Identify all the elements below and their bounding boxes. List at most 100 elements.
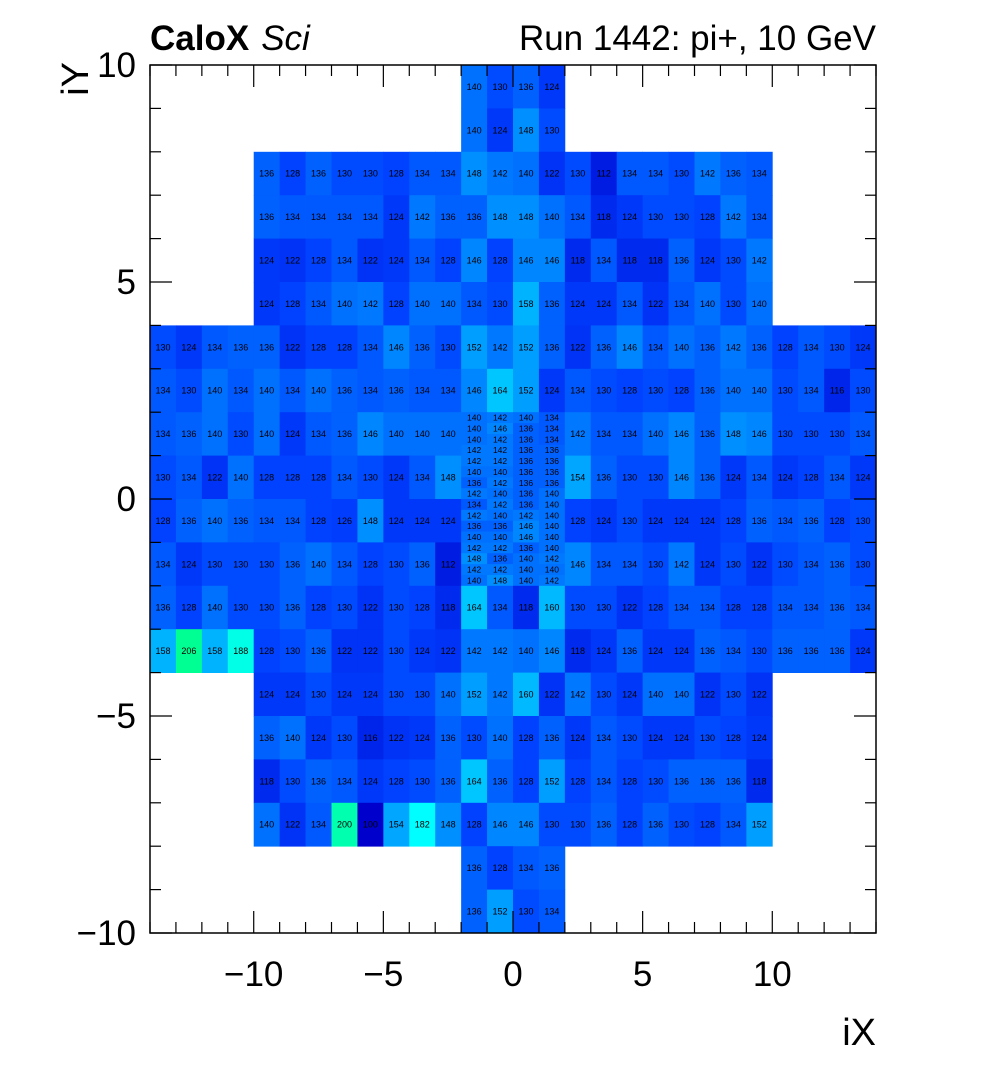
cell-value-label: 148 bbox=[518, 212, 533, 222]
cell-value-label: 146 bbox=[493, 820, 508, 830]
cell-value-label: 124 bbox=[363, 690, 378, 700]
cell-value-label: 146 bbox=[674, 473, 689, 483]
cell-value-label: 130 bbox=[570, 169, 585, 179]
cell-value-label: 164 bbox=[467, 776, 482, 786]
cell-value-label: 136 bbox=[493, 776, 508, 786]
cell-value-label: 134 bbox=[804, 386, 819, 396]
cell-value-label: 124 bbox=[493, 125, 508, 135]
cell-value-label: 140 bbox=[700, 299, 715, 309]
heatmap-cell bbox=[435, 716, 462, 760]
cell-value-label: 130 bbox=[726, 256, 741, 266]
cell-value-label: 134 bbox=[648, 169, 663, 179]
cell-value-label: 124 bbox=[181, 559, 196, 569]
heatmap-cell bbox=[538, 444, 566, 456]
cell-value-label: 124 bbox=[441, 516, 456, 526]
cell-value-label: 134 bbox=[337, 776, 352, 786]
heatmap-cell bbox=[175, 499, 203, 543]
cell-value-label: 136 bbox=[519, 478, 533, 488]
heatmap-cell bbox=[616, 499, 644, 543]
heatmap-cell bbox=[435, 412, 462, 456]
cell-value-label: 124 bbox=[259, 299, 274, 309]
cell-value-label: 124 bbox=[596, 646, 611, 656]
heatmap-cell bbox=[668, 716, 695, 760]
cell-value-label: 128 bbox=[259, 646, 274, 656]
heatmap-cell bbox=[538, 531, 566, 543]
cell-value-label: 122 bbox=[700, 690, 715, 700]
heatmap-cell bbox=[331, 412, 358, 456]
cell-value-label: 142 bbox=[493, 342, 508, 352]
cell-value-label: 124 bbox=[726, 473, 741, 483]
heatmap-cell bbox=[487, 455, 514, 467]
heatmap-cell bbox=[461, 574, 488, 587]
heatmap-cell bbox=[305, 802, 332, 847]
heatmap-cell bbox=[513, 585, 540, 630]
cell-value-label: 130 bbox=[726, 690, 741, 700]
heatmap-cell bbox=[694, 368, 721, 413]
cell-value-label: 142 bbox=[545, 554, 559, 564]
heatmap-cell bbox=[487, 802, 514, 847]
heatmap-cell bbox=[253, 759, 281, 804]
cell-value-label: 130 bbox=[493, 299, 508, 309]
heatmap-cell bbox=[227, 542, 255, 587]
heatmap-cell bbox=[331, 368, 358, 413]
heatmap-cell bbox=[538, 65, 566, 109]
heatmap-cell bbox=[746, 542, 773, 587]
cell-value-label: 148 bbox=[518, 125, 533, 135]
x-tick-label: 0 bbox=[503, 955, 522, 994]
heatmap-cell bbox=[564, 672, 592, 717]
cell-value-label: 136 bbox=[830, 646, 845, 656]
cell-value-label: 128 bbox=[337, 342, 352, 352]
heatmap-cell bbox=[331, 195, 358, 239]
cell-value-label: 124 bbox=[622, 690, 637, 700]
heatmap-cell bbox=[253, 151, 281, 196]
heatmap-cell bbox=[435, 542, 462, 587]
heatmap-cell bbox=[564, 585, 592, 630]
cell-value-label: 134 bbox=[311, 429, 326, 439]
cell-value-label: 130 bbox=[285, 646, 300, 656]
heatmap-cell bbox=[720, 195, 747, 239]
heatmap-cell bbox=[513, 846, 540, 890]
cell-value-label: 158 bbox=[207, 646, 222, 656]
cell-value-label: 140 bbox=[441, 429, 456, 439]
cell-value-label: 124 bbox=[311, 733, 326, 743]
cell-value-label: 124 bbox=[363, 776, 378, 786]
heatmap-cell bbox=[824, 542, 851, 587]
cell-value-label: 124 bbox=[415, 516, 430, 526]
cell-value-label: 134 bbox=[259, 516, 274, 526]
cell-value-label: 140 bbox=[648, 690, 663, 700]
heatmap-cell bbox=[461, 325, 488, 370]
cell-value-label: 142 bbox=[493, 445, 507, 455]
heatmap-cell bbox=[305, 151, 332, 196]
cell-value-label: 128 bbox=[622, 820, 637, 830]
cell-value-label: 140 bbox=[726, 386, 741, 396]
heatmap-cell bbox=[305, 238, 332, 283]
heatmap-cell bbox=[642, 455, 669, 500]
cell-value-label: 134 bbox=[441, 386, 456, 396]
heatmap-cell bbox=[616, 412, 644, 456]
heatmap-cell bbox=[305, 716, 332, 760]
heatmap-cell bbox=[538, 846, 566, 890]
heatmap-cell bbox=[694, 542, 721, 587]
heatmap-cell bbox=[616, 672, 644, 717]
cell-value-label: 134 bbox=[545, 424, 559, 434]
cell-value-label: 128 bbox=[752, 603, 767, 613]
heatmap-cell bbox=[642, 585, 669, 630]
cell-value-label: 134 bbox=[570, 386, 585, 396]
cell-value-label: 130 bbox=[337, 169, 352, 179]
cell-value-label: 148 bbox=[493, 575, 507, 585]
cell-value-label: 128 bbox=[493, 863, 508, 873]
cell-value-label: 136 bbox=[415, 559, 430, 569]
cell-value-label: 140 bbox=[518, 169, 533, 179]
heatmap-cell bbox=[357, 412, 384, 456]
heatmap-cell bbox=[513, 499, 540, 511]
cell-value-label: 136 bbox=[519, 445, 533, 455]
cell-value-label: 140 bbox=[441, 690, 456, 700]
cell-value-label: 148 bbox=[467, 169, 482, 179]
cell-value-label: 148 bbox=[441, 473, 456, 483]
heatmap-cell bbox=[538, 108, 566, 153]
heatmap-cell bbox=[150, 412, 177, 456]
heatmap-cell bbox=[642, 542, 669, 587]
cell-value-label: 142 bbox=[493, 690, 508, 700]
heatmap-cell bbox=[487, 846, 514, 890]
heatmap-cell bbox=[616, 542, 644, 587]
